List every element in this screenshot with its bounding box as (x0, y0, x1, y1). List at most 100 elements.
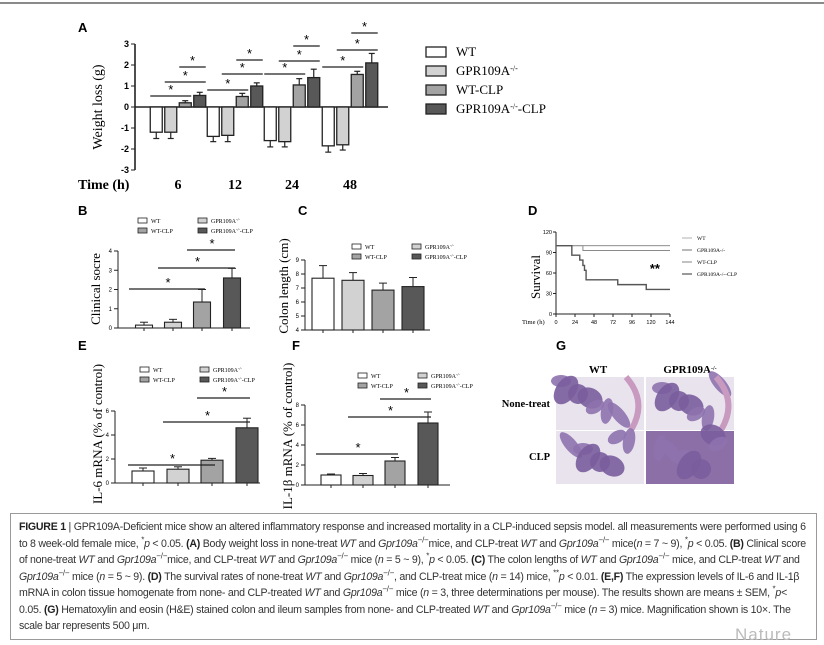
bar-gpr109a-clp (235, 427, 259, 484)
caption-text: Hematoxylin and eosin (H&E) stained colo… (58, 603, 473, 616)
caption-text: = 5 ~ 9). (105, 570, 148, 583)
figure-caption: FIGURE 1 | GPR109A-Deficient mice show a… (10, 513, 817, 640)
caption-text: p (687, 537, 694, 550)
caption-text: WT (304, 587, 321, 599)
histology-image (556, 428, 644, 484)
tissue-muscle-layer (713, 375, 732, 432)
caption-text: mice ( (561, 603, 592, 616)
legend-label: GPR109A-/- (431, 372, 460, 381)
bar-wt (134, 324, 154, 329)
significance-star: * (340, 53, 345, 68)
x-tick-label: 48 (591, 320, 597, 326)
caption-text: * (772, 584, 776, 594)
x-tick-label: 24 (285, 178, 299, 193)
caption-text: The expression levels of IL-6 and IL-1β … (19, 570, 800, 600)
legend-label: GPR109A-/--CLP (456, 101, 546, 116)
bar-gpr109a- (164, 106, 178, 133)
caption-text: p (144, 537, 150, 550)
y-tick-label: 60 (546, 271, 552, 277)
caption-bold: (B) (729, 537, 744, 550)
legend-suffix: -CLP (518, 101, 546, 116)
significance-star: * (304, 32, 309, 47)
caption-text: −/− (550, 600, 562, 610)
caption-text: and (94, 554, 117, 566)
tissue-crypt (607, 402, 631, 428)
caption-text: p (775, 587, 782, 599)
x-tick-label: 6 (175, 178, 182, 193)
caption-text: , and CLP-treat mice ( (394, 570, 493, 583)
row-label: CLP (529, 452, 551, 463)
bar-gpr109a-clp (417, 422, 439, 486)
bar-wt-clp (371, 289, 395, 331)
legend-swatch (199, 366, 210, 373)
caption-text: = 7 ~ 9), (642, 537, 685, 550)
x-tick-label: 24 (572, 320, 578, 326)
bar-wt (311, 277, 335, 331)
legend-sup: -/- (238, 366, 242, 371)
significance-star: * (222, 384, 227, 399)
y-tick-label: 2 (109, 288, 113, 294)
tissue-crypt (585, 399, 605, 415)
caption-text: Gpr109a (618, 554, 659, 566)
caption-text: mice, and CLP-treat (428, 537, 521, 550)
caption-text: and (536, 537, 559, 550)
caption-text: −/− (156, 551, 168, 561)
legend-sup: -/- (510, 102, 518, 111)
legend-swatch (411, 243, 422, 250)
x-tick-label: 48 (343, 178, 357, 193)
tissue-crypt (686, 406, 706, 422)
x-tick-label: 144 (665, 320, 674, 326)
x-axis-title: Time (h) (78, 178, 130, 193)
histology-image (646, 424, 734, 484)
caption-text: p (558, 570, 565, 583)
legend-suffix: -CLP (454, 255, 468, 261)
y-tick-label: -2 (121, 144, 129, 154)
significance-star: * (165, 275, 170, 290)
caption-bold: FIGURE 1 (19, 521, 66, 533)
caption-text: and (321, 570, 344, 583)
x-tick-label: 120 (646, 320, 655, 326)
caption-text: −/− (337, 551, 348, 561)
bar-wt (263, 106, 277, 142)
significance-star: * (190, 53, 195, 68)
caption-text: WT (305, 570, 322, 583)
bar-gpr109a-clp (193, 94, 207, 108)
significance-star: * (362, 19, 367, 34)
legend-sup: -/- (450, 243, 454, 248)
y-tick-label: 6 (296, 300, 300, 306)
caption-text: −/− (598, 534, 610, 544)
bar-wt (320, 474, 342, 486)
tissue-crypt (607, 429, 627, 445)
significance-star: * (297, 47, 302, 62)
bar-wt-clp (235, 95, 249, 108)
y-tick-label: 8 (296, 272, 300, 278)
bar-wt-clp (200, 459, 224, 484)
caption-text: and (488, 603, 512, 616)
legend-swatch (425, 65, 447, 77)
caption-text: Gpr109a (378, 537, 418, 550)
y-tick-label: 8 (296, 403, 300, 409)
legend-swatch (197, 227, 208, 234)
bar-wt-clp (350, 73, 364, 108)
survival-curve-gpr109a- (556, 245, 670, 251)
significance-star: * (170, 451, 175, 466)
tissue-crypt (575, 443, 601, 473)
tissue-crypt (676, 450, 702, 480)
caption-text: mice, and CLP-treat (669, 554, 765, 566)
row-label: None-treat (502, 399, 551, 410)
y-tick-label: 4 (296, 328, 300, 334)
caption-text: and (355, 537, 379, 550)
significance-star: * (205, 408, 210, 423)
tissue-muscle-layer (623, 375, 642, 432)
y-tick-label: 9 (296, 258, 300, 264)
legend-sup: -/- (456, 382, 460, 387)
caption-text: The colon lengths of (485, 554, 581, 566)
histology-image (551, 375, 644, 432)
bar-wt (321, 106, 335, 147)
bar-wt-clp (192, 301, 212, 329)
legend-swatch (425, 103, 447, 115)
tissue-crypt (653, 435, 667, 461)
legend-label: WT (697, 236, 706, 242)
caption-text: −/− (383, 567, 394, 577)
bar-wt-clp (178, 102, 192, 108)
